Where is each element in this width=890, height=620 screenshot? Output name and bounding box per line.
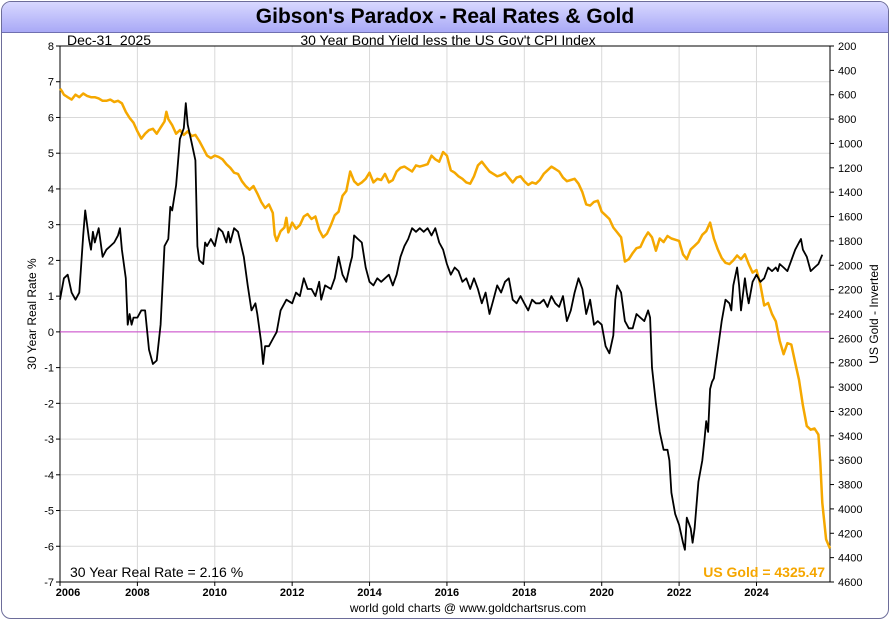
left-tick-label: 2: [48, 255, 54, 267]
right-tick-label: 3400: [838, 431, 862, 443]
x-tick-label: 2010: [203, 587, 227, 599]
left-tick-label: 4: [48, 184, 54, 196]
x-tick-label: 2006: [56, 587, 80, 599]
right-tick-label: 1000: [838, 138, 862, 150]
right-tick-label: 1400: [838, 187, 862, 199]
right-tick-label: 1600: [838, 212, 862, 224]
right-tick-label: 4400: [838, 553, 862, 565]
x-tick-label: 2016: [435, 587, 459, 599]
chart-subtitle: 30 Year Bond Yield less the US Gov't CPI…: [300, 32, 595, 48]
right-tick-label: 400: [838, 65, 856, 77]
left-tick-label: 0: [48, 327, 54, 339]
right-axis-ticks: 200 400 600 800 1000 1200 1400 1600 1800 2000 2200…: [830, 41, 862, 589]
x-tick-label: 2020: [589, 587, 613, 599]
series-line-real-rate: [59, 102, 824, 551]
plot-border: [59, 45, 831, 583]
x-tick-label: 2008: [125, 587, 149, 599]
right-tick-label: 2600: [838, 333, 862, 345]
right-tick-label: 3000: [838, 382, 862, 394]
x-tick-label: 2022: [667, 587, 691, 599]
y-axis-left-label: 30 Year Real Rate %: [25, 258, 39, 370]
x-tick-label: 2012: [280, 587, 304, 599]
left-tick-label: 1: [48, 291, 54, 303]
left-tick-label: 6: [48, 112, 54, 124]
chart-title: Gibson's Paradox - Real Rates & Gold: [255, 5, 635, 28]
right-tick-label: 3600: [838, 455, 862, 467]
left-tick-label: -5: [44, 506, 54, 518]
right-tick-label: 3200: [838, 406, 862, 418]
grid: [59, 45, 830, 583]
x-tick-label: 2018: [512, 587, 536, 599]
left-tick-label: -6: [44, 541, 54, 553]
left-tick-label: -7: [44, 577, 54, 589]
real-rate-label: 30 Year Real Rate = 2.16 %: [70, 564, 243, 580]
right-tick-label: 3800: [838, 480, 862, 492]
right-tick-label: 2200: [838, 285, 862, 297]
left-tick-label: 3: [48, 220, 54, 232]
right-tick-label: 4600: [838, 577, 862, 589]
left-tick-label: 7: [48, 77, 54, 89]
left-tick-label: -1: [44, 363, 54, 375]
right-tick-label: 2800: [838, 358, 862, 370]
right-tick-label: 200: [838, 41, 856, 53]
left-tick-label: -2: [44, 398, 54, 410]
left-tick-label: 5: [48, 148, 54, 160]
y-axis-right-label: US Gold - Inverted: [867, 264, 881, 363]
right-tick-label: 4200: [838, 528, 862, 540]
date-label: Dec-31 2025: [67, 32, 151, 48]
right-tick-label: 1800: [838, 236, 862, 248]
x-tick-label: 2024: [744, 587, 769, 599]
right-tick-label: 2400: [838, 309, 862, 321]
right-tick-label: 4000: [838, 504, 862, 516]
series-line-gold: [59, 87, 832, 549]
left-axis-ticks: 8 7 6 5 4 3 2 1 0 -1 -2 -3 -4 -5 -6 -7: [44, 41, 60, 589]
title-bar: Gibson's Paradox - Real Rates & Gold: [2, 2, 888, 33]
x-axis-ticks: 2006 2008 2010 2012 2014 2016 2018 2020 2022 2024: [56, 582, 770, 599]
right-tick-label: 600: [838, 90, 856, 102]
x-tick-label: 2014: [357, 587, 382, 599]
right-tick-label: 800: [838, 114, 856, 126]
right-tick-label: 1200: [838, 163, 862, 175]
left-tick-label: -4: [44, 470, 54, 482]
left-tick-label: -3: [44, 434, 54, 446]
left-tick-label: 8: [48, 41, 54, 53]
gold-value-label: US Gold = 4325.47: [703, 564, 825, 580]
right-tick-label: 2000: [838, 260, 862, 272]
footer-credit: world gold charts @ www.goldchartsrus.co…: [349, 601, 586, 615]
